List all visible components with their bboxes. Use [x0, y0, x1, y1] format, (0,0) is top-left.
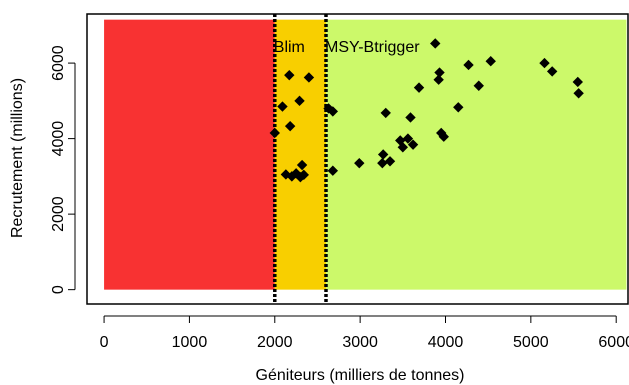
data-point — [327, 165, 339, 176]
data-point — [485, 56, 496, 67]
y-axis-title: Recrutement (millions) — [9, 78, 26, 238]
y-axis: 0 2000 4000 6000 — [50, 45, 76, 294]
data-point — [463, 59, 474, 71]
data-point — [284, 120, 296, 132]
reference-lines-layer: Blim MSY-Btrigger — [273, 14, 420, 304]
data-point — [546, 66, 558, 77]
x-tick-label: 0 — [100, 334, 109, 351]
y-tick-label: 2000 — [50, 196, 67, 232]
x-axis-title: Géniteurs (milliers de tonnes) — [256, 367, 465, 384]
zone-1 — [274, 19, 326, 290]
data-point — [380, 107, 391, 119]
x-tick-label: 5000 — [513, 334, 549, 351]
data-point — [384, 156, 396, 167]
reference-label-msy-btrigger: MSY-Btrigger — [325, 39, 420, 56]
zone-0 — [104, 19, 275, 290]
data-point — [354, 157, 365, 169]
data-point — [277, 101, 288, 112]
data-point — [377, 157, 388, 169]
data-point — [433, 74, 444, 85]
points-layer — [269, 38, 584, 183]
data-point — [296, 159, 308, 171]
x-tick-label: 4000 — [428, 334, 464, 351]
reference-label-blim: Blim — [274, 39, 305, 56]
plot-frame — [86, 13, 629, 305]
data-point — [284, 69, 295, 81]
data-point — [298, 169, 309, 181]
data-point — [453, 102, 464, 113]
data-point — [405, 112, 416, 123]
data-point — [430, 38, 441, 49]
data-point — [407, 139, 419, 150]
data-point — [438, 131, 449, 142]
data-point — [539, 57, 550, 69]
data-point — [573, 88, 584, 99]
zone-2 — [325, 19, 627, 290]
data-point — [327, 106, 339, 117]
data-point — [294, 95, 305, 107]
x-tick-label: 1000 — [172, 334, 208, 351]
y-tick-label: 0 — [50, 285, 67, 294]
data-point — [473, 80, 484, 91]
data-point — [402, 133, 414, 144]
data-point — [434, 67, 445, 78]
x-tick-label: 2000 — [257, 334, 293, 351]
x-tick-label: 6000 — [598, 334, 629, 351]
data-point — [269, 127, 280, 139]
y-tick-label: 4000 — [50, 121, 67, 157]
x-tick-label: 3000 — [342, 334, 378, 351]
data-point — [303, 72, 315, 83]
data-point — [397, 142, 409, 153]
x-axis: 0 1000 2000 3000 4000 5000 6000 — [100, 315, 629, 351]
y-tick-label: 6000 — [50, 45, 67, 81]
data-point — [413, 82, 425, 93]
zones-layer — [104, 19, 627, 290]
data-point — [377, 149, 389, 160]
data-point — [436, 127, 447, 139]
data-point — [572, 76, 583, 88]
